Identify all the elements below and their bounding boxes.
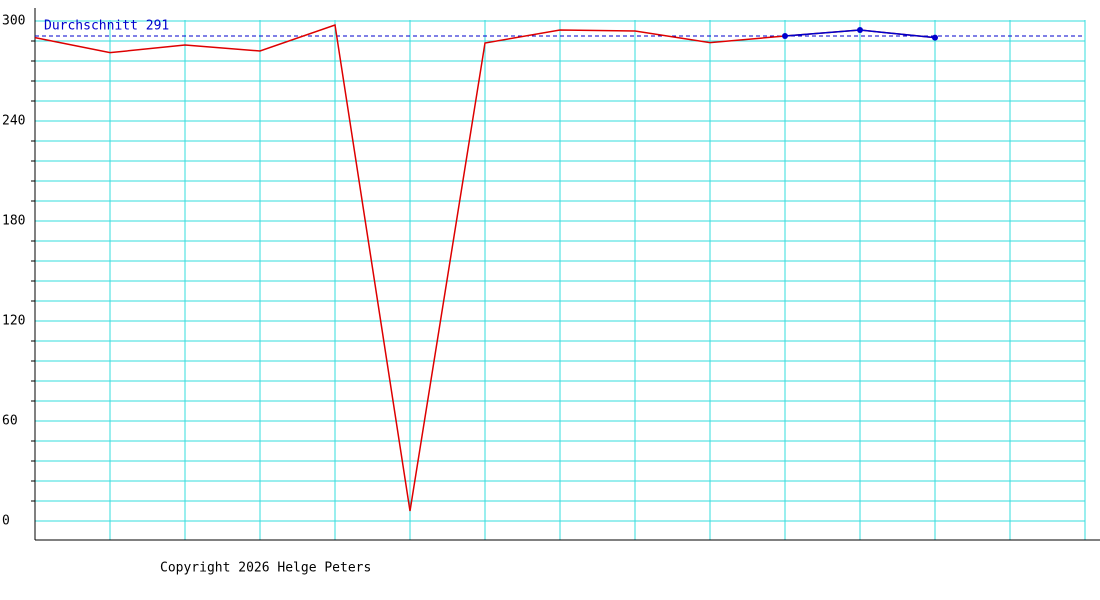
y-tick-label: 0: [2, 514, 10, 529]
point: [932, 34, 938, 41]
footer: Copyright 2026 Helge Peters: [160, 561, 371, 576]
y-tick-label: 60: [2, 414, 18, 429]
point: [857, 27, 863, 33]
y-tick-label: 180: [2, 214, 25, 229]
y-tick-label: 240: [2, 114, 25, 129]
average-label: Durchschnitt 291: [44, 19, 169, 34]
point: [782, 33, 788, 39]
y-tick-label: 120: [2, 314, 25, 329]
y-tick-label: 300: [2, 14, 25, 29]
